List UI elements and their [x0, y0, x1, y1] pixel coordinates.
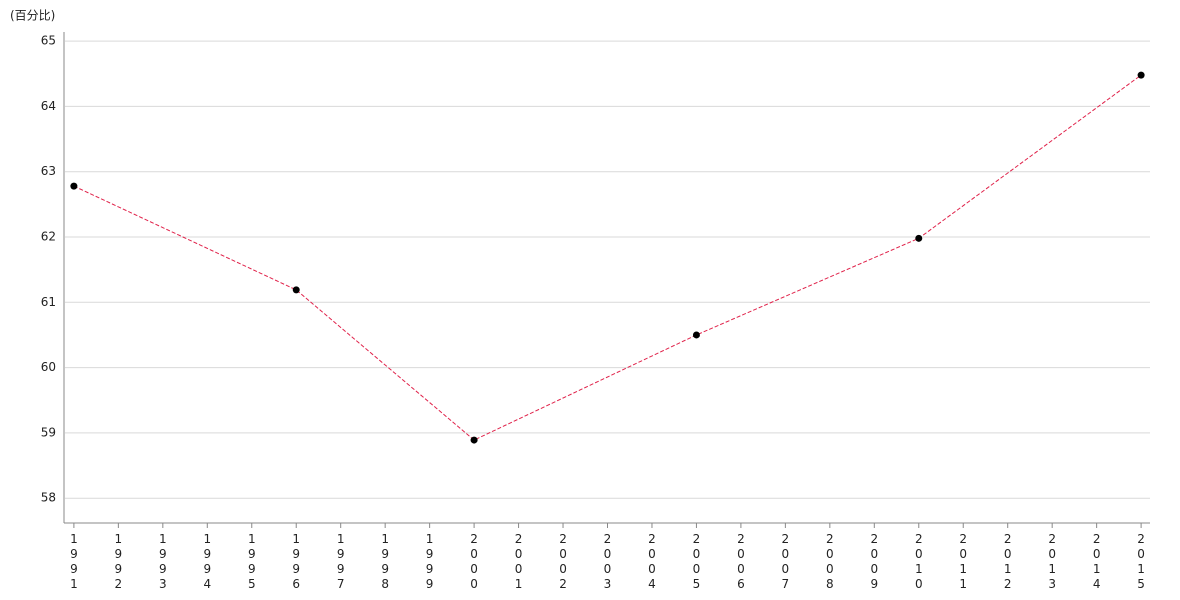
data-point — [1137, 71, 1145, 79]
y-tick-label: 65 — [41, 34, 56, 48]
y-tick-label: 60 — [41, 360, 56, 374]
data-point — [915, 234, 923, 242]
data-point — [470, 436, 478, 444]
y-tick-label: 64 — [41, 99, 56, 113]
y-tick-label: 62 — [41, 230, 56, 244]
data-point — [70, 182, 78, 190]
y-tick-label: 59 — [41, 425, 56, 439]
y-tick-label: 61 — [41, 295, 56, 309]
y-axis-label: (百分比) — [10, 9, 55, 23]
y-tick-label: 58 — [41, 491, 56, 505]
data-point — [292, 286, 300, 294]
data-point — [692, 331, 700, 339]
series-line — [73, 74, 1142, 441]
y-tick-label: 63 — [41, 164, 56, 178]
